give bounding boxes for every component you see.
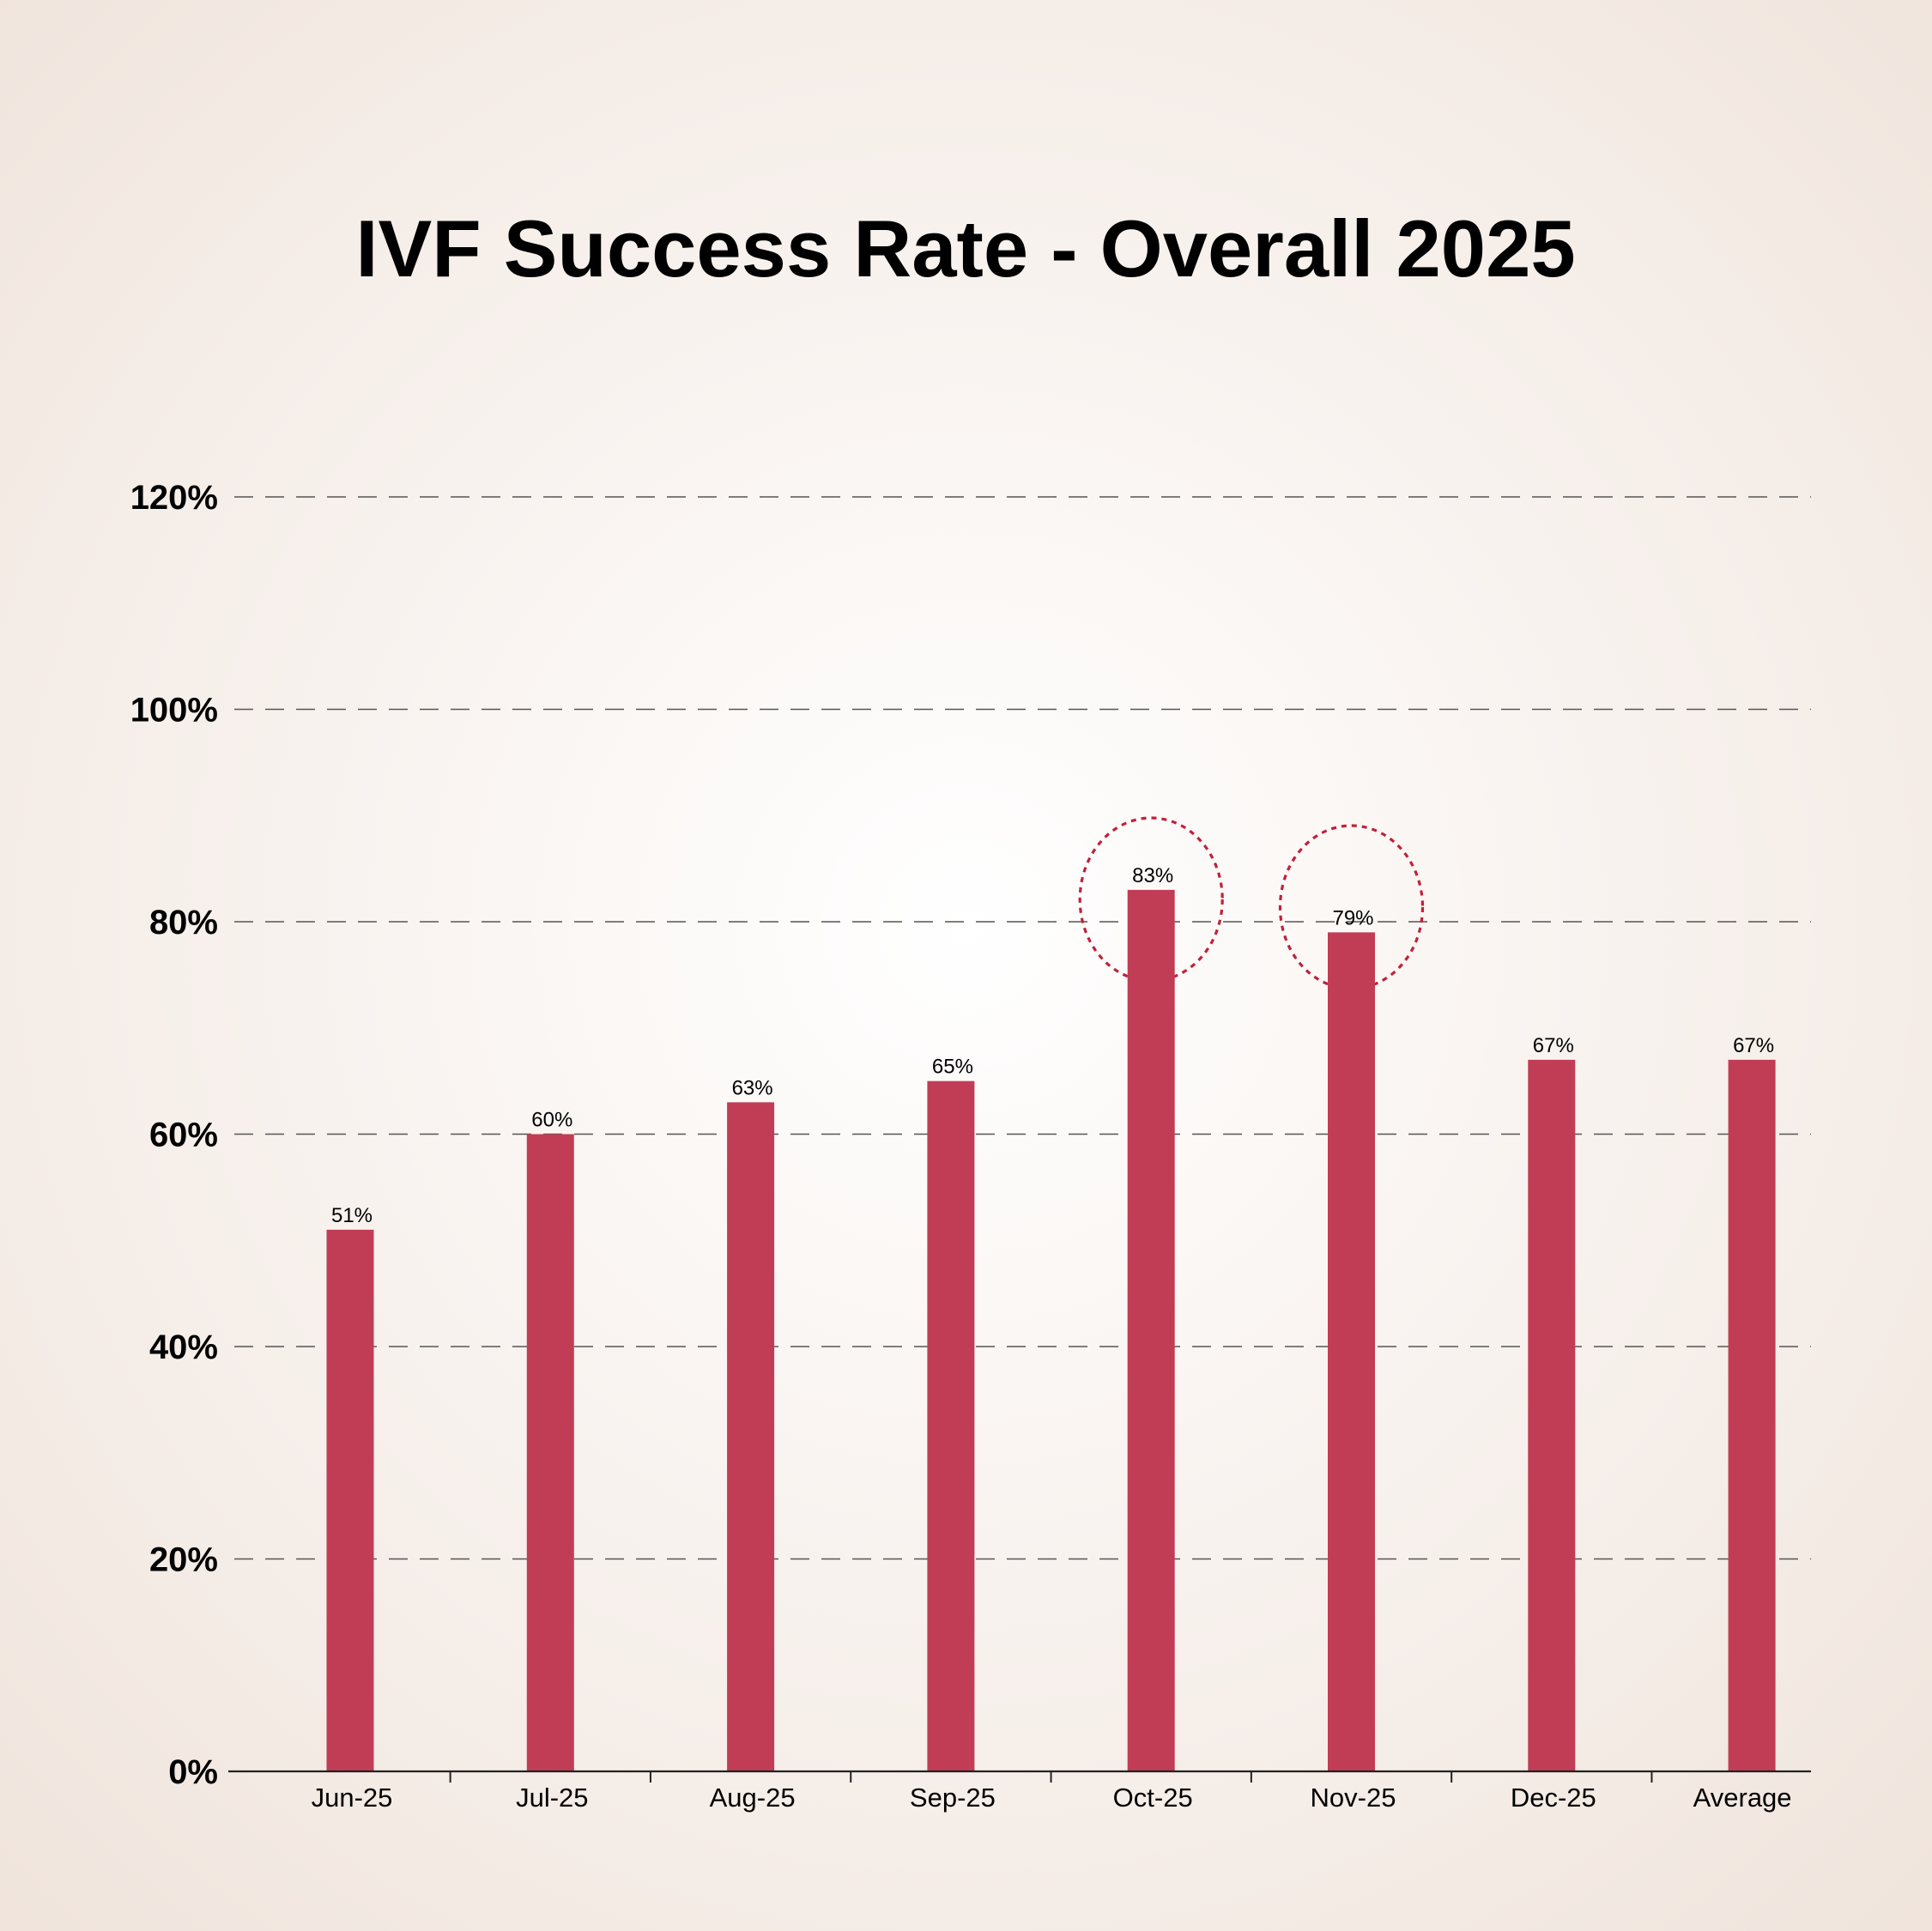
x-tick-label: Sep-25	[910, 1783, 996, 1813]
bar	[326, 1229, 374, 1771]
y-tick-label: 60%	[149, 1117, 218, 1154]
y-tick-label: 0%	[168, 1753, 218, 1791]
y-tick-label: 20%	[149, 1541, 218, 1579]
data-label: 79%	[1332, 906, 1373, 929]
data-labels: 51% 60% 63% 65% 83% 79% 67% 67%	[331, 864, 1774, 1227]
highlight-circles	[1078, 816, 1425, 990]
y-tick-label: 40%	[149, 1329, 218, 1366]
data-label: 67%	[1533, 1034, 1574, 1057]
bar	[927, 1081, 975, 1771]
highlight-circle	[1078, 816, 1224, 983]
x-tick-label: Average	[1693, 1783, 1792, 1813]
y-tick-label: 80%	[149, 904, 218, 941]
x-axis: Jun-25 Jul-25 Aug-25 Sep-25 Oct-25 Nov-25 Dec-…	[228, 1770, 1811, 1813]
x-tick-label: Jul-25	[516, 1783, 588, 1813]
y-tick-label: 120%	[130, 479, 218, 517]
x-tick-label: Oct-25	[1113, 1783, 1193, 1813]
x-tick-label: Nov-25	[1311, 1783, 1396, 1813]
bar	[526, 1134, 574, 1771]
bar	[1328, 932, 1375, 1771]
x-tick-label: Aug-25	[710, 1783, 796, 1813]
bar	[1528, 1059, 1576, 1771]
data-label: 83%	[1132, 864, 1173, 887]
data-label: 63%	[732, 1076, 773, 1099]
x-tick-label: Jun-25	[312, 1783, 393, 1813]
bar	[1728, 1059, 1776, 1771]
bars	[326, 889, 1776, 1771]
highlight-circle	[1278, 824, 1425, 990]
data-label: 67%	[1733, 1034, 1774, 1057]
chart-title: IVF Success Rate - Overall 2025	[355, 203, 1575, 294]
y-axis-tick-labels: 0% 20% 40% 60% 80% 100% 120%	[130, 479, 218, 1791]
data-label: 51%	[331, 1204, 372, 1227]
y-tick-label: 100%	[130, 692, 218, 729]
bar	[727, 1102, 775, 1771]
data-label: 65%	[932, 1056, 973, 1079]
gridlines	[234, 496, 1811, 1560]
x-tick-label: Dec-25	[1511, 1783, 1596, 1813]
bar	[1127, 889, 1175, 1771]
data-label: 60%	[531, 1109, 572, 1132]
